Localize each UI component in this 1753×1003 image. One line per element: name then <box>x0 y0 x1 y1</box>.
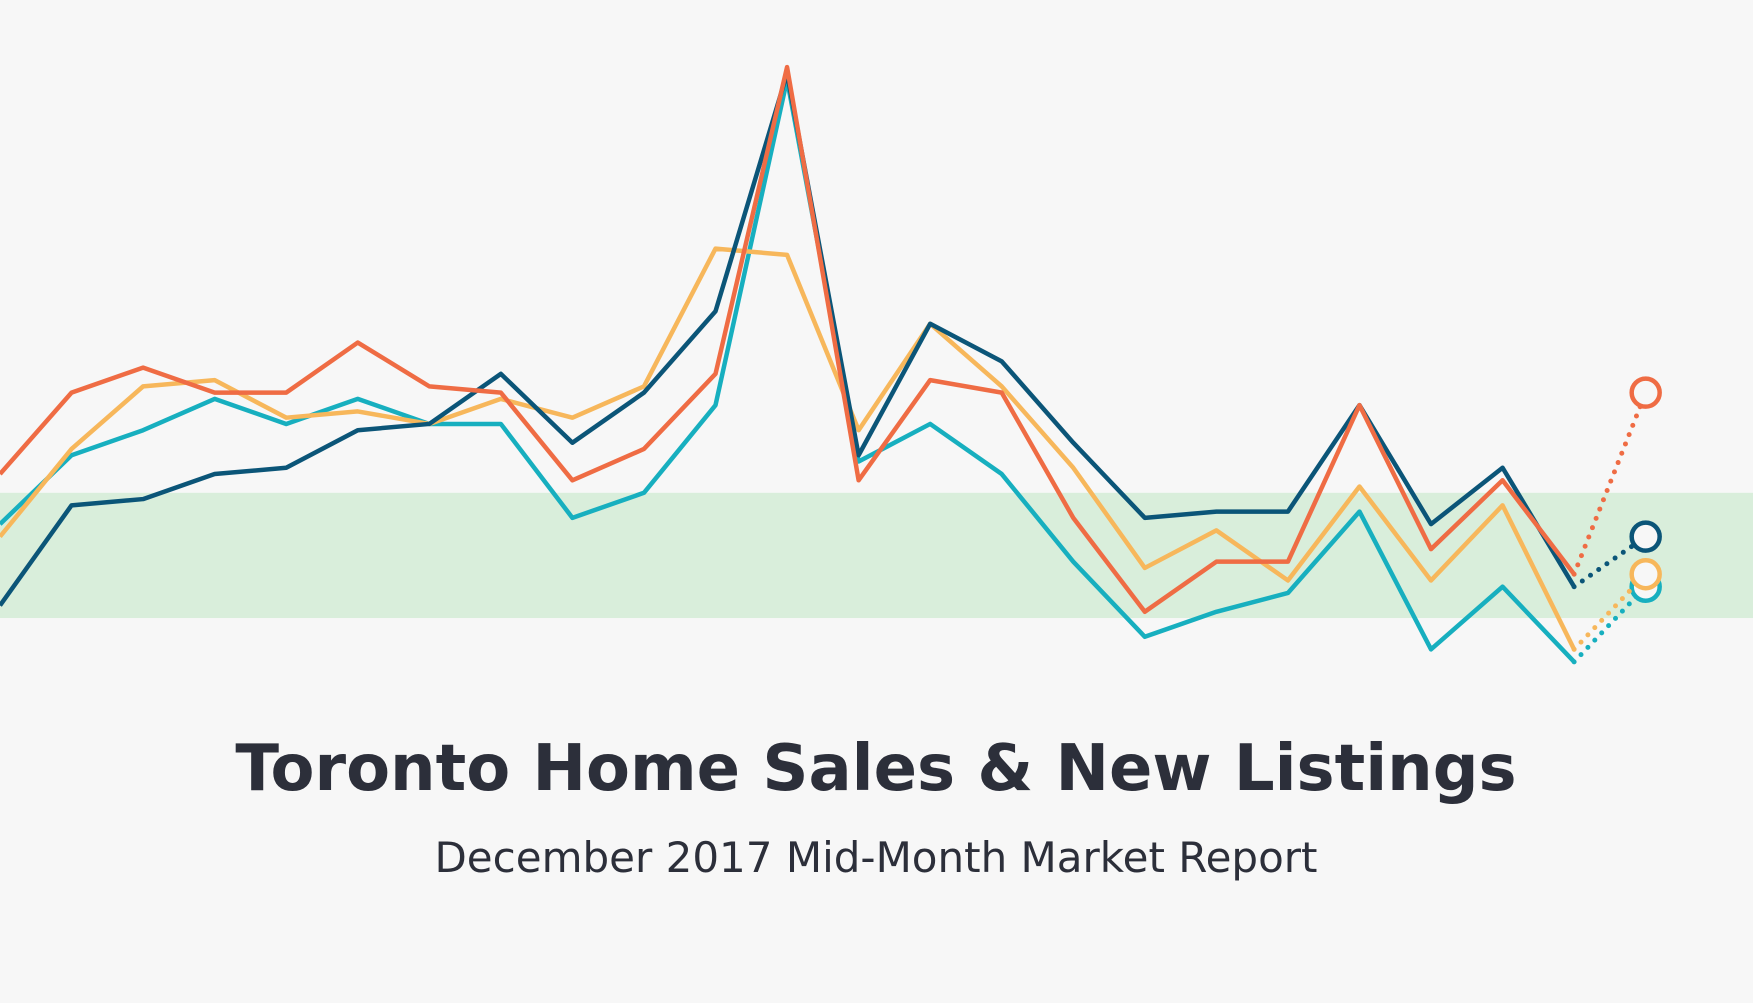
series-line <box>0 64 1576 615</box>
projection-point <box>1629 520 1662 553</box>
series-line <box>0 246 1577 651</box>
projection <box>1571 571 1649 652</box>
band <box>0 492 1753 619</box>
projection <box>1571 584 1649 665</box>
chart-subtitle: December 2017 Mid-Month Market Report <box>434 833 1317 882</box>
chart-title: Toronto Home Sales & New Listings <box>235 732 1516 806</box>
projection <box>1571 390 1649 577</box>
plot <box>0 64 1753 665</box>
projection-point <box>1629 557 1662 591</box>
projection-point <box>1629 376 1662 409</box>
